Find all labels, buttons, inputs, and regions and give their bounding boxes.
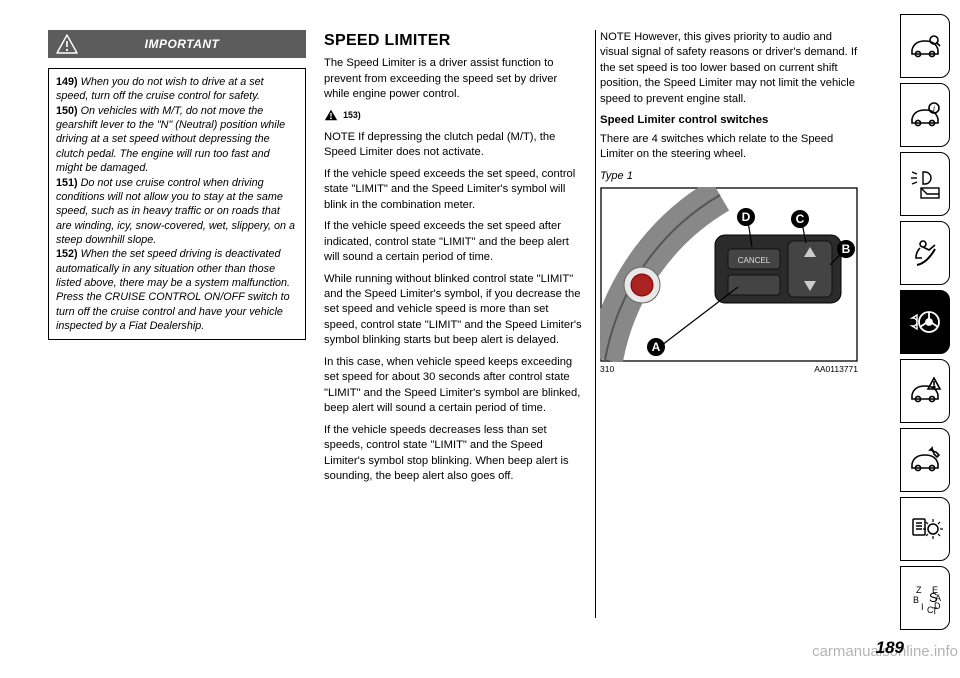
side-tabs: i [900, 14, 950, 630]
tab-lights[interactable] [900, 152, 950, 216]
imp-num-3: 152) [56, 248, 78, 260]
tab-technical[interactable] [900, 497, 950, 561]
col-1: IMPORTANT 149) When you do not wish to d… [48, 30, 306, 490]
imp-text-0: When you do not wish to drive at a set s… [56, 76, 264, 102]
col2-p2d: While running without blinked control st… [324, 272, 582, 349]
svg-text:B: B [913, 595, 919, 605]
warn-ref-153: 153) [343, 110, 361, 120]
col2-p2e: In this case, when vehicle speed keeps e… [324, 355, 582, 417]
tab-warning[interactable] [900, 359, 950, 423]
col2-p2c: If the vehicle speed exceeds the set spe… [324, 219, 582, 265]
svg-text:C: C [796, 212, 805, 226]
svg-text:D: D [742, 210, 751, 224]
watermark: carmanualsonline.info [812, 643, 958, 660]
warning-triangle-icon [56, 34, 78, 54]
tab-starting-driving[interactable] [900, 290, 950, 354]
figure-code: AA0113771 [814, 364, 858, 376]
tab-knowing-car[interactable] [900, 14, 950, 78]
svg-text:S: S [929, 590, 938, 605]
tab-maintenance[interactable] [900, 428, 950, 492]
svg-text:B: B [842, 242, 851, 256]
tab-index[interactable]: Z E B A I C D S T [900, 566, 950, 630]
speed-limiter-heading: SPEED LIMITER [324, 30, 582, 52]
imp-text-3: When the set speed driving is deactivate… [56, 248, 290, 332]
svg-text:Z: Z [916, 585, 922, 595]
col-2: SPEED LIMITER The Speed Limiter is a dri… [324, 30, 582, 490]
svg-text:I: I [921, 602, 924, 612]
figure-num: 310 [600, 364, 614, 376]
svg-text:A: A [652, 340, 661, 354]
important-bar: IMPORTANT [48, 30, 306, 58]
col2-p1: The Speed Limiter is a driver assist fun… [324, 56, 582, 102]
imp-text-1: On vehicles with M/T, do not move the ge… [56, 105, 285, 174]
tab-safety[interactable] [900, 221, 950, 285]
imp-num-1: 150) [56, 105, 78, 117]
col3-subhead: Speed Limiter control switches [600, 113, 858, 129]
svg-text:T: T [932, 606, 938, 616]
col2-warnref: 153) [324, 108, 582, 123]
svg-text:i: i [933, 104, 935, 113]
figure-caption: 310 AA0113771 [600, 364, 858, 376]
col2-p2a: NOTE If depressing the clutch pedal (M/T… [324, 130, 582, 161]
cancel-text: CANCEL [738, 256, 771, 265]
col3-p1: NOTE However, this gives priority to aud… [600, 30, 858, 107]
page: IMPORTANT 149) When you do not wish to d… [0, 0, 960, 678]
col3-p2: There are 4 switches which relate to the… [600, 132, 858, 163]
warning-triangle-small-icon [324, 109, 338, 121]
column-divider [595, 30, 596, 618]
col2-p2b: If the vehicle speed exceeds the set spe… [324, 167, 582, 213]
type-label: Type 1 [600, 169, 858, 184]
imp-num-2: 151) [56, 177, 78, 189]
important-label: IMPORTANT [86, 36, 278, 53]
columns: IMPORTANT 149) When you do not wish to d… [48, 30, 858, 490]
imp-num-0: 149) [56, 76, 78, 88]
col2-p2f: If the vehicle speeds decreases less tha… [324, 423, 582, 485]
col-3: NOTE However, this gives priority to aud… [600, 30, 858, 490]
important-box: 149) When you do not wish to drive at a … [48, 68, 306, 340]
imp-text-2: Do not use cruise control when driving c… [56, 177, 295, 246]
tab-info[interactable]: i [900, 83, 950, 147]
figure-310: CANCEL D [600, 187, 858, 376]
